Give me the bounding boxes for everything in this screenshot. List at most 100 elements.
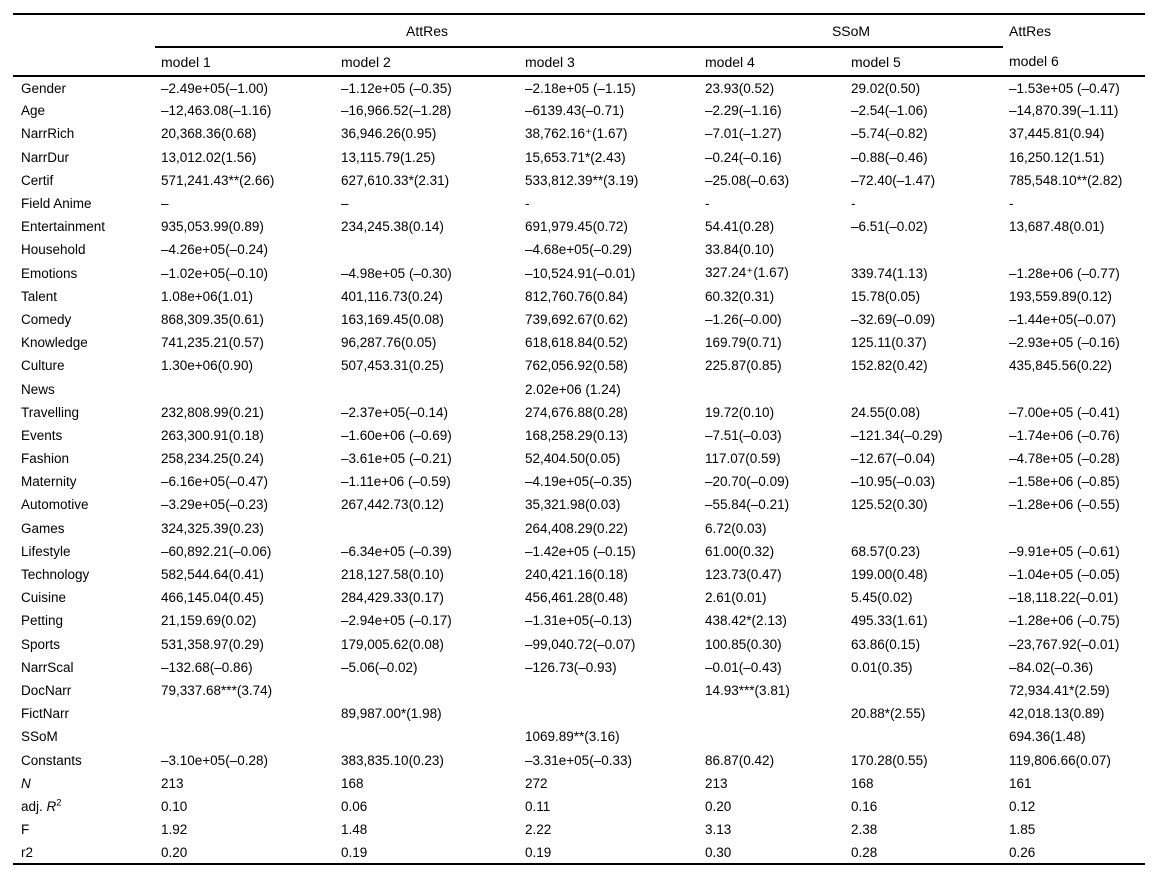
value-cell: –3.29e+05(–0.23) bbox=[161, 497, 268, 513]
value-cell: 123.73(0.47) bbox=[705, 567, 782, 583]
table-header: AttRes SSoM AttRes model 1 model 2 model… bbox=[13, 14, 1146, 77]
value-cell: 2.61(0.01) bbox=[705, 590, 767, 606]
table-row: NarrScal –132.68(–0.86) –5.06(–0.02) –126.7… bbox=[13, 656, 1145, 679]
value-cell: –20.70(–0.09) bbox=[705, 474, 790, 490]
value-cell: 13,115.79(1.25) bbox=[341, 149, 436, 165]
value-cell: 741,235.21(0.57) bbox=[161, 335, 264, 351]
value-cell: –4.68e+05(–0.29) bbox=[525, 242, 632, 258]
value-cell: 868,309.35(0.61) bbox=[161, 311, 264, 327]
regression-table: AttRes SSoM AttRes model 1 model 2 model… bbox=[13, 13, 1146, 866]
value-cell: 0.20 bbox=[705, 798, 732, 814]
value-cell: 0.30 bbox=[705, 844, 732, 860]
row-label: Knowledge bbox=[21, 335, 88, 351]
table-row: Lifestyle –60,892.21(–0.06) –6.34e+05 (–0.… bbox=[13, 540, 1145, 563]
value-cell: –1.42e+05 (–0.15) bbox=[525, 543, 636, 559]
value-cell: 438.42*(2.13) bbox=[705, 613, 787, 629]
value-cell: 383,835.10(0.23) bbox=[341, 752, 444, 768]
value-cell: –14,870.39(–1.11) bbox=[1009, 103, 1119, 119]
table-row: Automotive –3.29e+05(–0.23) 267,442.73(0.1… bbox=[13, 493, 1145, 516]
value-cell: –60,892.21(–0.06) bbox=[161, 543, 272, 559]
table-body: Gender –2.49e+05(–1.00) –1.12e+05 (–0.35) –… bbox=[13, 76, 1145, 864]
value-cell: 23.93(0.52) bbox=[705, 80, 775, 96]
value-cell: 225.87(0.85) bbox=[705, 358, 782, 374]
column-header-model-6: model 6 bbox=[1003, 47, 1146, 77]
value-cell: 21,159.69(0.02) bbox=[161, 613, 257, 629]
row-label-part: R bbox=[46, 798, 57, 814]
value-cell: 0.26 bbox=[1009, 844, 1036, 860]
value-cell: 15,653.71*(2.43) bbox=[525, 149, 626, 165]
value-cell: –99,040.72(–0.07) bbox=[525, 636, 636, 652]
value-cell: 456,461.28(0.48) bbox=[525, 590, 628, 606]
row-label: Cuisine bbox=[21, 590, 67, 606]
value-cell: –2.29(–1.16) bbox=[705, 103, 782, 119]
value-cell: 72,934.41*(2.59) bbox=[1009, 682, 1110, 698]
value-cell bbox=[335, 679, 519, 702]
value-cell: 125.52(0.30) bbox=[851, 497, 928, 513]
row-label: Culture bbox=[21, 358, 65, 374]
table-row: Games 324,325.39(0.23) 264,408.29(0.22) 6.7… bbox=[13, 517, 1145, 540]
value-cell: 0.10 bbox=[161, 798, 188, 814]
value-cell bbox=[155, 702, 335, 725]
table-row: Knowledge 741,235.21(0.57) 96,287.76(0.05)… bbox=[13, 331, 1145, 354]
value-cell: 179,005.62(0.08) bbox=[341, 636, 444, 652]
value-cell: 16,250.12(1.51) bbox=[1009, 149, 1105, 165]
value-cell: 263,300.91(0.18) bbox=[161, 427, 264, 443]
table-row: Maternity –6.16e+05(–0.47) –1.11e+06 (–0.5… bbox=[13, 470, 1145, 493]
table-row: F 1.92 1.48 2.22 3.13 2.38 1.85 bbox=[13, 818, 1145, 841]
value-cell: 86.87(0.42) bbox=[705, 752, 775, 768]
row-label: FictNarr bbox=[21, 706, 69, 722]
value-cell: 163,169.45(0.08) bbox=[341, 311, 444, 327]
row-label-part: adj. bbox=[21, 798, 47, 814]
value-cell: 571,241.43**(2.66) bbox=[161, 172, 275, 188]
value-cell: 199.00(0.48) bbox=[851, 567, 928, 583]
value-cell: 935,053.99(0.89) bbox=[161, 219, 264, 235]
row-label: Technology bbox=[21, 567, 90, 583]
value-cell: 232,808.99(0.21) bbox=[161, 404, 264, 420]
column-header-model-1: model 1 bbox=[155, 47, 335, 77]
row-label: adj. R2 bbox=[13, 795, 155, 818]
value-cell: 0.19 bbox=[341, 844, 368, 860]
value-cell bbox=[155, 725, 335, 748]
value-cell: –1.26(–0.00) bbox=[705, 311, 782, 327]
table-row: Cuisine 466,145.04(0.45) 284,429.33(0.17) 4… bbox=[13, 586, 1145, 609]
row-label: Emotions bbox=[21, 265, 78, 281]
value-cell: 89,987.00*(1.98) bbox=[341, 706, 442, 722]
row-label: Lifestyle bbox=[21, 543, 71, 559]
column-header-model-2: model 2 bbox=[335, 47, 519, 77]
value-cell: 812,760.76(0.84) bbox=[525, 288, 628, 304]
column-group-attres-1: AttRes bbox=[155, 14, 700, 48]
value-cell: 582,544.64(0.41) bbox=[161, 567, 264, 583]
value-cell: 2.02e+06 (1.24) bbox=[525, 381, 621, 397]
row-label: Entertainment bbox=[21, 219, 106, 235]
value-cell: –5.74(–0.82) bbox=[851, 126, 928, 142]
row-label: Automotive bbox=[21, 497, 89, 513]
value-cell: 1.92 bbox=[161, 822, 188, 838]
value-cell: –9.91e+05 (–0.61) bbox=[1009, 543, 1120, 559]
value-cell: 691,979.45(0.72) bbox=[525, 219, 628, 235]
row-label: Comedy bbox=[21, 311, 72, 327]
value-cell: –1.31e+05(–0.13) bbox=[525, 613, 632, 629]
value-cell: –3.31e+05(–0.33) bbox=[525, 752, 632, 768]
row-label: Fashion bbox=[21, 451, 70, 467]
value-cell: 0.06 bbox=[341, 798, 368, 814]
value-cell: 739,692.67(0.62) bbox=[525, 311, 628, 327]
value-cell: –1.44e+05(–0.07) bbox=[1009, 311, 1116, 327]
value-cell: 2.22 bbox=[525, 822, 552, 838]
row-label: Certif bbox=[21, 172, 54, 188]
value-cell: 272 bbox=[525, 775, 548, 791]
value-cell: –2.37e+05(–0.14) bbox=[341, 404, 448, 420]
value-cell bbox=[335, 725, 519, 748]
value-cell: –10.95(–0.03) bbox=[851, 474, 936, 490]
value-cell: 79,337.68***(3.74) bbox=[161, 682, 273, 698]
value-cell: 0.19 bbox=[525, 844, 552, 860]
value-cell: –3.61e+05 (–0.21) bbox=[341, 451, 452, 467]
row-label: Age bbox=[21, 103, 46, 119]
value-cell bbox=[335, 238, 519, 261]
value-cell: –1.28e+06 (–0.77) bbox=[1009, 265, 1120, 281]
value-cell: –4.98e+05 (–0.30) bbox=[341, 265, 452, 281]
value-cell: –2.93e+05 (–0.16) bbox=[1009, 335, 1120, 351]
table-row: Events 263,300.91(0.18) –1.60e+06 (–0.69) 1… bbox=[13, 424, 1145, 447]
value-cell: 20,368.36(0.68) bbox=[161, 126, 257, 142]
column-header-model-4: model 4 bbox=[699, 47, 846, 77]
value-cell: 0.12 bbox=[1009, 798, 1036, 814]
